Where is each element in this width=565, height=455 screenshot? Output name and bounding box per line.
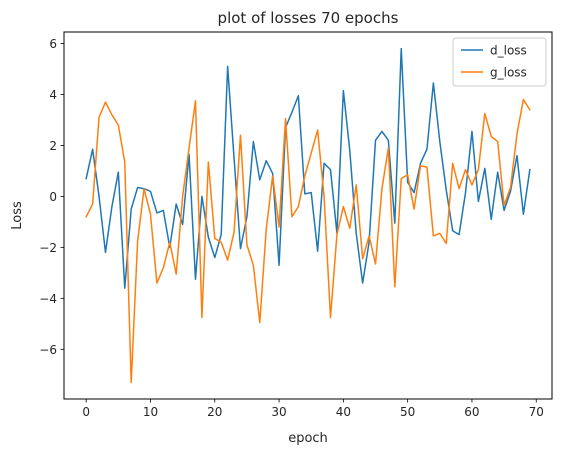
y-tick-label: 4 — [49, 88, 57, 102]
x-tick-label: 30 — [271, 405, 286, 419]
legend-label-g-loss: g_loss — [490, 66, 527, 80]
y-axis-label: Loss — [10, 201, 25, 230]
y-axis: −6 −4 −2 0 2 4 6 — [39, 37, 64, 357]
x-tick-label: 10 — [143, 405, 158, 419]
y-tick-label: 6 — [49, 37, 57, 51]
y-tick-label: −4 — [39, 292, 57, 306]
x-axis-label: epoch — [288, 431, 328, 446]
x-tick-label: 40 — [336, 405, 351, 419]
plot-area — [85, 47, 531, 384]
x-tick-label: 70 — [529, 405, 544, 419]
legend-label-d-loss: d_loss — [490, 44, 527, 58]
y-tick-label: −6 — [39, 343, 57, 357]
legend: d_loss g_loss — [452, 37, 547, 87]
x-tick-label: 20 — [207, 405, 222, 419]
x-tick-label: 0 — [82, 405, 90, 419]
x-tick-label: 60 — [464, 405, 479, 419]
series-line-d-loss — [85, 47, 531, 289]
x-tick-label: 50 — [400, 405, 415, 419]
axes-frame — [63, 31, 553, 400]
chart-title: plot of losses 70 epochs — [218, 9, 399, 27]
y-tick-label: −2 — [39, 241, 57, 255]
y-tick-label: 2 — [49, 139, 57, 153]
y-tick-label: 0 — [49, 190, 57, 204]
series-line-g-loss — [85, 98, 531, 384]
x-axis: 0 10 20 30 40 50 60 70 — [82, 399, 544, 419]
